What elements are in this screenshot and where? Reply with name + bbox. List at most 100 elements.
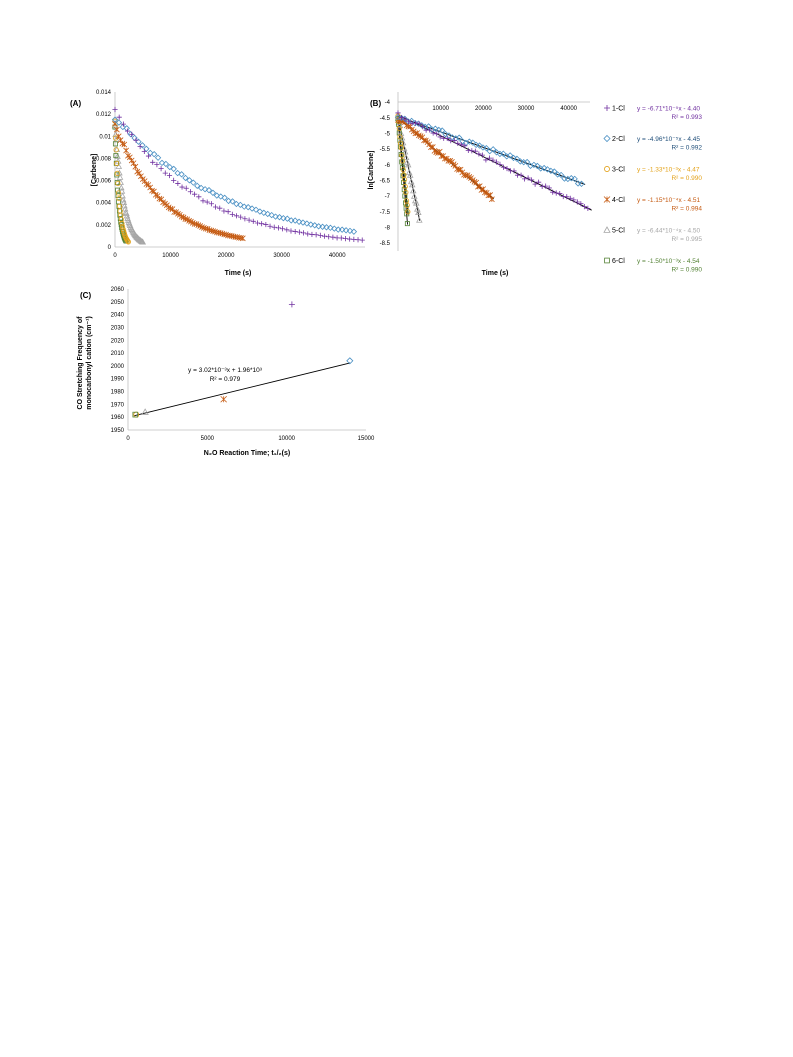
panel-b-point [452,135,459,142]
panel-b-point [488,196,495,203]
panel-b: (B) Time (s) ln[Carbene] -4 -4.5 -5 -5.5 -6 -… [368,92,702,277]
panel-b-point [404,202,410,208]
panel-b-point [504,165,510,172]
panel-a-point [305,231,311,237]
panel-a-point [124,216,132,223]
legend-marker-4-Cl [603,196,611,203]
legend-label-2-Cl: 2-Cl [612,136,625,143]
panel-b-point [399,152,405,159]
panel-b-point [534,162,541,170]
panel-a-point [237,201,244,209]
panel-a-point [205,187,213,194]
panel-a-point [268,211,275,219]
panel-a: (A) Time (s) [Carbene] 0 0.002 0.004 0.006 0… [70,90,365,277]
panel-c-point-4-Cl [220,395,227,403]
panel-b-point [416,216,423,223]
panel-b-point [435,126,442,134]
panel-a-point [139,142,146,149]
panel-a-point [271,224,277,230]
panel-a-point [264,210,271,218]
panel-a-point [192,191,198,197]
panel-b-point [403,189,409,196]
panel-b-point [425,123,432,130]
panel-c-fit-equation: y = 3.02*10⁻³x + 1.96*10³ [188,367,263,374]
panel-b-point [398,144,403,150]
panel-a-point [125,239,131,245]
panel-a-point [158,159,166,167]
panel-a-point [242,216,248,222]
panel-a-label: (A) [70,99,81,108]
panel-a-point [311,222,318,229]
panel-a-point [171,177,177,183]
panel-a-point [147,149,154,157]
panel-a-point [307,221,314,228]
panel-b-x-tick-label: 10000 [432,106,449,112]
panel-a-point [190,179,197,186]
panel-a-series-3-Cl [112,118,131,245]
panel-a-point [137,143,143,150]
legend-r2-3-Cl: R² = 0.990 [671,175,702,182]
legend-r2-1-Cl: R² = 0.993 [671,114,702,121]
panel-a-point [115,119,123,126]
panel-b-point [451,137,457,144]
legend-marker-5-Cl [603,226,611,233]
panel-b-y-tick-label: -7 [385,194,391,200]
panel-a-point [338,235,344,241]
panel-a-point [187,189,194,195]
panel-a-point [115,187,121,193]
panel-a-point [196,194,202,200]
panel-a-y-tick-label: 0.002 [96,223,112,229]
panel-a-point [162,170,168,176]
panel-a-point [166,163,173,171]
panel-b-point [568,175,575,182]
panel-c-label: (C) [80,291,91,300]
panel-b-point [401,176,408,183]
panel-a-point [288,228,294,234]
panel-b-point [543,183,549,189]
panel-a-point [112,135,119,141]
panel-c-y-tick-label: 2050 [111,300,125,306]
panel-b-point [479,152,485,158]
panel-b-point [564,175,572,183]
panel-a-point [331,225,338,232]
legend-label-4-Cl: 4-Cl [612,197,625,204]
panel-a-point [246,217,252,223]
panel-b-point [500,164,507,170]
panel-a-point [175,180,181,187]
panel-a-point [112,141,118,147]
panel-b-point [493,159,500,165]
panel-c-x-tick-label: 15000 [358,436,375,442]
panel-b-point [500,150,507,157]
panel-a-point [174,169,181,177]
panel-a-point [117,216,123,221]
panel-a-point [201,186,209,193]
panel-b-point [518,172,524,178]
panel-a-point [259,221,265,227]
panel-b-point [521,176,528,182]
panel-b-point [420,124,426,130]
panel-b-point [497,161,503,167]
panel-a-point [291,217,299,224]
panel-b-point [551,168,558,175]
panel-c-y-axis-title-line1: CO Stretching Frequency of [77,316,84,410]
panel-b-point [483,157,489,163]
panel-b-point [510,154,517,162]
panel-a-point [123,147,129,154]
panel-a-point [350,228,358,235]
panel-a-point [303,220,311,227]
panel-a-point [217,193,224,200]
panel-a-point [317,232,323,239]
legend-r2-4-Cl: R² = 0.994 [671,206,702,213]
panel-a-point [288,217,295,224]
panel-a-point [114,180,120,186]
panel-a-x-tick-label: 40000 [329,253,346,259]
panel-a-point [111,116,119,123]
panel-b-x-tick-label: 30000 [518,106,535,112]
panel-b-series-4-Cl [395,117,495,203]
panel-a-point [295,218,303,225]
panel-a-point [139,238,147,245]
legend-marker-6-Cl [604,257,610,264]
panel-a-point [250,218,256,224]
